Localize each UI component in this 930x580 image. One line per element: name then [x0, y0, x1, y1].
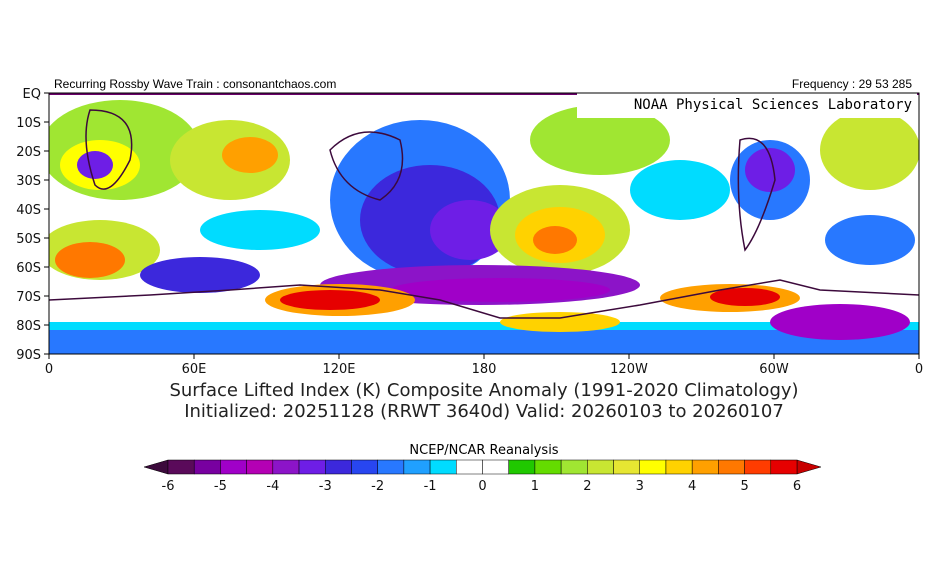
colorbar-cell: [744, 459, 772, 475]
colorbar-cell: [613, 459, 641, 475]
colorbar-cell: [429, 459, 457, 475]
colorbar-low: [143, 459, 169, 475]
colorbar-cell: [193, 459, 221, 475]
colorbar-high: [796, 459, 822, 475]
colorbar-cell: [246, 459, 274, 475]
colorbar-label: 5: [740, 479, 748, 494]
header-left: Recurring Rossby Wave Train : consonantc…: [54, 77, 336, 91]
colorbar-cell: [587, 459, 614, 475]
colorbar-cell: [691, 459, 719, 475]
title-line-1: Surface Lifted Index (K) Composite Anoma…: [169, 380, 798, 401]
colorbar-cell: [770, 459, 798, 475]
colorbar-cell: [534, 459, 562, 475]
lon-label: 120W: [610, 362, 648, 377]
lon-label: 180: [472, 362, 497, 377]
header-right: Frequency : 29 53 285: [792, 77, 912, 91]
colorbar-cell: [456, 459, 483, 475]
colorbar-label: 2: [583, 479, 591, 494]
colorbar-cell: [351, 459, 378, 475]
colorbar-cell: [560, 459, 588, 475]
colorbar-label: -6: [162, 479, 175, 494]
colorbar-cell: [639, 459, 667, 475]
colorbar-label: -4: [266, 479, 279, 494]
map-field: [49, 93, 919, 354]
colorbar-label: 4: [688, 479, 696, 494]
axes: EQ 10S 20S 30S 40S 50S 60S 70S 80S 90S 0 60E 120E 180…: [16, 87, 923, 377]
lat-label: EQ: [23, 87, 41, 102]
lon-label: 0: [45, 362, 53, 377]
lon-label: 0: [915, 362, 923, 377]
badge: NOAA Physical Sciences Laboratory: [634, 97, 912, 113]
lat-label: 50S: [16, 232, 41, 247]
lat-label: 90S: [16, 348, 41, 363]
colorbar-label: -2: [371, 479, 384, 494]
lat-label: 10S: [16, 116, 41, 131]
colorbar-label: 1: [531, 479, 539, 494]
badge-box: [577, 93, 917, 118]
lat-label: 70S: [16, 290, 41, 305]
colorbar-label: 3: [636, 479, 644, 494]
colorbar-cell: [508, 459, 536, 475]
lat-label: 40S: [16, 203, 41, 218]
legend-title: NCEP/NCAR Reanalysis: [409, 443, 558, 458]
colorbar-cell: [482, 459, 509, 475]
colorbar-label: -1: [424, 479, 437, 494]
title-line-2: Initialized: 20251128 (RRWT 3640d) Valid…: [184, 401, 784, 422]
lat-label: 20S: [16, 145, 41, 160]
colorbar-cell: [403, 459, 431, 475]
lon-label: 60E: [182, 362, 207, 377]
colorbar-cell: [325, 459, 352, 475]
colorbar-cell: [377, 459, 405, 475]
colorbar-label: -5: [214, 479, 227, 494]
lon-label: 60W: [759, 362, 789, 377]
colorbar-label: -3: [319, 479, 332, 494]
colorbar-cell: [298, 459, 326, 475]
lat-label: 30S: [16, 174, 41, 189]
lat-label: 80S: [16, 319, 41, 334]
colorbar-cell: [272, 459, 300, 475]
colorbar-cell: [220, 459, 247, 475]
colorbar-label: 0: [478, 479, 486, 494]
lat-label: 60S: [16, 261, 41, 276]
lon-label: 120E: [322, 362, 355, 377]
colorbar-cell: [665, 459, 693, 475]
colorbar: -6 -5 -4 -3 -2 -1 0 1 2 3 4 5 6: [143, 459, 822, 494]
colorbar-label: 6: [793, 479, 801, 494]
colorbar-cell: [167, 459, 195, 475]
colorbar-cell: [718, 459, 745, 475]
